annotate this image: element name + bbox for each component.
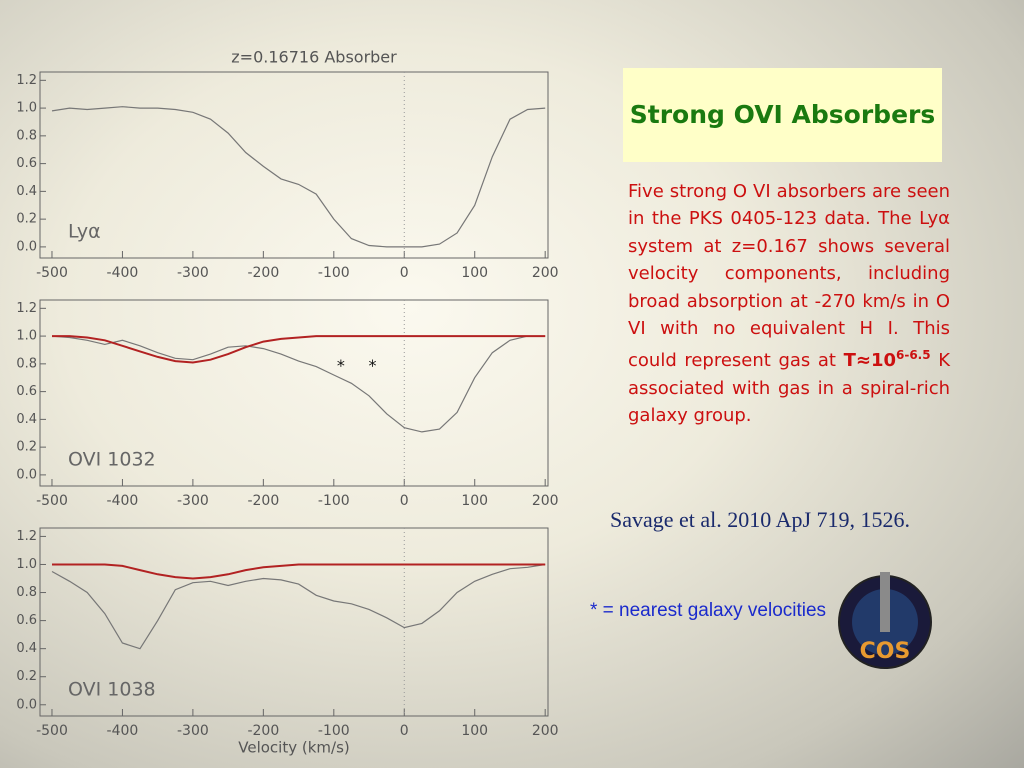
x-tick-label: -100 bbox=[318, 493, 350, 509]
y-tick-label: 0.0 bbox=[16, 697, 37, 712]
y-tick-label: 0.4 bbox=[16, 641, 37, 656]
x-tick-label: -200 bbox=[247, 265, 279, 281]
y-tick-label: 0.0 bbox=[16, 239, 37, 254]
plot-frame bbox=[39, 71, 549, 259]
x-tick-label: 200 bbox=[532, 723, 559, 739]
spectrum bbox=[51, 106, 546, 248]
x-tick-label: -300 bbox=[177, 493, 209, 509]
body-text: system at z=0.167 shows several velocity… bbox=[628, 235, 950, 372]
y-tick-label: 0.8 bbox=[16, 585, 37, 600]
citation: Savage et al. 2010 ApJ 719, 1526. bbox=[610, 507, 911, 532]
x-tick-label: 100 bbox=[461, 493, 488, 509]
body-text: Five strong O VI absorbers are seen in t… bbox=[628, 181, 950, 230]
x-tick-label: 100 bbox=[461, 723, 488, 739]
x-tick-label: 200 bbox=[532, 493, 559, 509]
x-tick-label: -400 bbox=[107, 493, 139, 509]
y-tick-label: 1.2 bbox=[16, 73, 37, 88]
model-line bbox=[52, 335, 546, 364]
body-text: 6-6.5 bbox=[896, 348, 931, 363]
x-tick-label: -200 bbox=[247, 493, 279, 509]
body-text: α bbox=[938, 208, 950, 230]
cos-logo: COS bbox=[838, 572, 932, 669]
y-tick-label: 0.6 bbox=[16, 156, 37, 171]
panel-label: OVI 1038 bbox=[68, 679, 156, 701]
y-tick-label: 1.0 bbox=[16, 329, 37, 344]
x-tick-label: -500 bbox=[36, 723, 68, 739]
x-tick-label: 100 bbox=[461, 265, 488, 281]
body-text: T≈10 bbox=[843, 350, 896, 372]
panel-label: Lyα bbox=[68, 221, 101, 243]
slide-body: Five strong O VI absorbers are seen in t… bbox=[628, 178, 950, 430]
y-tick-label: 0.2 bbox=[16, 440, 37, 455]
annotation: * bbox=[369, 356, 377, 375]
x-tick-label: -300 bbox=[177, 723, 209, 739]
y-tick-label: 0.4 bbox=[16, 184, 37, 199]
note: * = nearest galaxy velocities bbox=[590, 600, 827, 621]
y-tick-label: 1.0 bbox=[16, 101, 37, 116]
x-tick-label: 0 bbox=[400, 493, 409, 509]
x-tick-label: 200 bbox=[532, 265, 559, 281]
body-text: K associated with gas in a spiral-rich g… bbox=[628, 350, 950, 427]
spectrum bbox=[51, 335, 546, 433]
y-tick-label: 1.2 bbox=[16, 301, 37, 316]
logo-telescope bbox=[880, 572, 890, 632]
x-tick-label: -400 bbox=[107, 265, 139, 281]
x-tick-label: -300 bbox=[177, 265, 209, 281]
y-tick-label: 0.4 bbox=[16, 412, 37, 427]
x-tick-label: -100 bbox=[318, 265, 350, 281]
y-tick-label: 0.0 bbox=[16, 467, 37, 482]
y-tick-label: 0.8 bbox=[16, 356, 37, 371]
y-tick-label: 0.6 bbox=[16, 613, 37, 628]
y-tick-label: 0.2 bbox=[16, 669, 37, 684]
x-tick-label: -200 bbox=[247, 723, 279, 739]
panel-label: OVI 1032 bbox=[68, 449, 156, 471]
x-tick-label: -500 bbox=[36, 493, 68, 509]
x-tick-label: 0 bbox=[400, 723, 409, 739]
model-line bbox=[52, 563, 546, 580]
y-tick-label: 0.2 bbox=[16, 212, 37, 227]
x-tick-label: 0 bbox=[400, 265, 409, 281]
x-tick-label: -400 bbox=[107, 723, 139, 739]
y-tick-label: 1.0 bbox=[16, 557, 37, 572]
y-tick-label: 1.2 bbox=[16, 529, 37, 544]
plot-frame bbox=[39, 527, 549, 717]
y-tick-label: 0.6 bbox=[16, 384, 37, 399]
logo-text: COS bbox=[860, 639, 911, 664]
x-axis-label: Velocity (km/s) bbox=[238, 739, 349, 757]
plot-frame bbox=[39, 299, 549, 487]
spectrum bbox=[51, 563, 546, 650]
annotation: * bbox=[337, 356, 345, 375]
x-tick-label: -100 bbox=[318, 723, 350, 739]
slide-title: Strong OVI Absorbers bbox=[623, 68, 942, 162]
y-tick-label: 0.8 bbox=[16, 128, 37, 143]
chart-title: z=0.16716 Absorber bbox=[231, 48, 397, 67]
x-tick-label: -500 bbox=[36, 265, 68, 281]
